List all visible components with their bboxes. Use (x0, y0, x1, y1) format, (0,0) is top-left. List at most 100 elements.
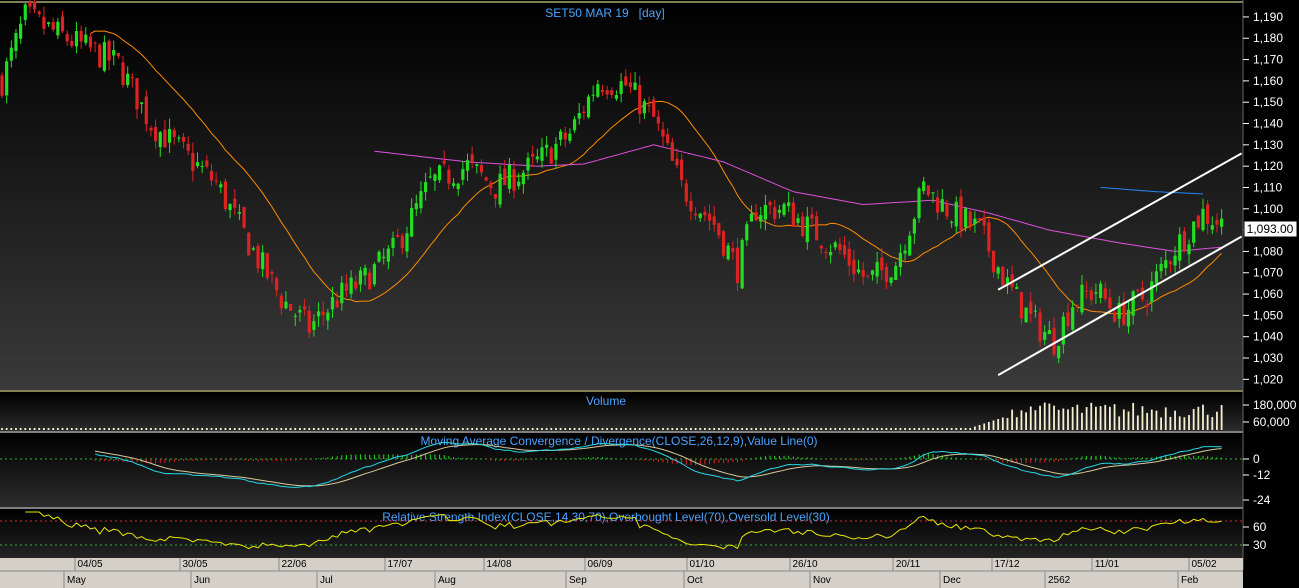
volume-bar (834, 428, 837, 430)
volume-bar (485, 428, 488, 430)
volume-bar (1029, 406, 1032, 430)
volume-bar (941, 428, 944, 430)
volume-bar (15, 428, 17, 430)
price-tick-label: 1,120 (1253, 159, 1283, 173)
candle-body (126, 73, 130, 86)
volume-bar (89, 428, 92, 430)
candle-body (726, 245, 730, 260)
candle-body (628, 82, 633, 88)
volume-bar (1118, 416, 1121, 430)
candle-body (1122, 301, 1126, 325)
volume-bar (839, 428, 841, 430)
volume-bar (857, 428, 860, 430)
candle-body (112, 50, 116, 56)
volume-bar (992, 420, 995, 430)
volume-bar (955, 428, 958, 430)
volume-bar (987, 422, 990, 430)
candle-body (56, 21, 60, 36)
volume-bar (1202, 404, 1204, 430)
volume-bar (1108, 406, 1111, 430)
volume-bar (578, 428, 581, 430)
volume-bar (70, 428, 73, 430)
date-label: 22/06 (281, 559, 306, 570)
candle-body (498, 173, 502, 205)
volume-bar (415, 428, 418, 430)
candle-body (605, 90, 609, 95)
volume-bar (778, 428, 781, 430)
candle-body (228, 204, 232, 211)
indicator-tick-label: -24 (1253, 493, 1271, 507)
volume-bar (1169, 416, 1172, 430)
candle-body (242, 207, 246, 228)
volume-bar (792, 428, 795, 430)
volume-bar (601, 428, 604, 430)
indicator-tick-label: 30 (1253, 538, 1267, 552)
volume-bar (233, 428, 236, 430)
candle-body (833, 242, 837, 248)
volume-bar (997, 419, 1000, 430)
candle-body (19, 23, 23, 39)
volume-bar (1160, 417, 1162, 430)
candle-body (917, 188, 921, 219)
rsi-title: Relative Strength Index(CLOSE,14,30,70),… (382, 510, 830, 524)
volume-bar (866, 428, 869, 430)
volume-bar (122, 428, 124, 430)
volume-bar (1192, 408, 1195, 430)
volume-bar (885, 428, 888, 430)
volume-bar (261, 428, 264, 430)
candle-body (65, 34, 69, 42)
volume-bar (680, 428, 683, 430)
volume-bar (564, 428, 567, 430)
volume-bar (750, 428, 753, 430)
candle-body (200, 166, 204, 168)
volume-bar (420, 428, 422, 430)
volume-bar (727, 428, 730, 430)
candle-body (614, 95, 619, 99)
volume-bar (1062, 408, 1065, 430)
candle-body (247, 232, 251, 256)
candle-body (703, 211, 707, 216)
volume-bar (219, 428, 222, 430)
candle-body (223, 181, 228, 210)
volume-bar (103, 428, 106, 430)
candle-body (531, 153, 535, 157)
candle-body (787, 202, 791, 207)
volume-bar (1011, 409, 1014, 430)
volume-bar (936, 428, 939, 430)
date-label: 14/08 (486, 559, 511, 570)
candle-body (461, 169, 465, 180)
candle-body (405, 233, 409, 252)
volume-bar (722, 428, 725, 430)
volume-bar (573, 428, 576, 430)
volume-bar (1122, 409, 1125, 430)
trend-channel-line (997, 152, 1243, 291)
volume-bar (894, 428, 897, 430)
volume-bar (964, 428, 967, 430)
volume-bar (1141, 406, 1144, 430)
candle-body (270, 271, 274, 274)
candle-body (610, 90, 614, 95)
candle-body (1178, 234, 1182, 261)
volume-bar (61, 428, 64, 430)
volume-bar (783, 428, 785, 430)
candle-body (298, 309, 302, 313)
volume-bar (299, 428, 301, 430)
candle-body (307, 310, 311, 333)
indicator-tick-label: 60 (1253, 520, 1267, 534)
candle-body (959, 196, 963, 230)
candle-body (782, 203, 786, 215)
candle-body (768, 202, 772, 206)
volume-bar (303, 428, 306, 430)
candle-body (563, 132, 567, 140)
volume-bar (545, 428, 548, 430)
candle-body (954, 201, 958, 227)
candle-body (1154, 271, 1159, 284)
candle-body (638, 85, 642, 115)
candle-body (470, 154, 474, 162)
price-tick-label: 1,160 (1253, 74, 1283, 88)
month-label: Jul (320, 575, 333, 586)
month-label: 2562 (1048, 575, 1071, 586)
date-axis: 04/05 30/05 22/06 17/07 14/08 06/09 01/10 26/10… (63, 558, 1217, 588)
volume-bar (5, 428, 8, 430)
